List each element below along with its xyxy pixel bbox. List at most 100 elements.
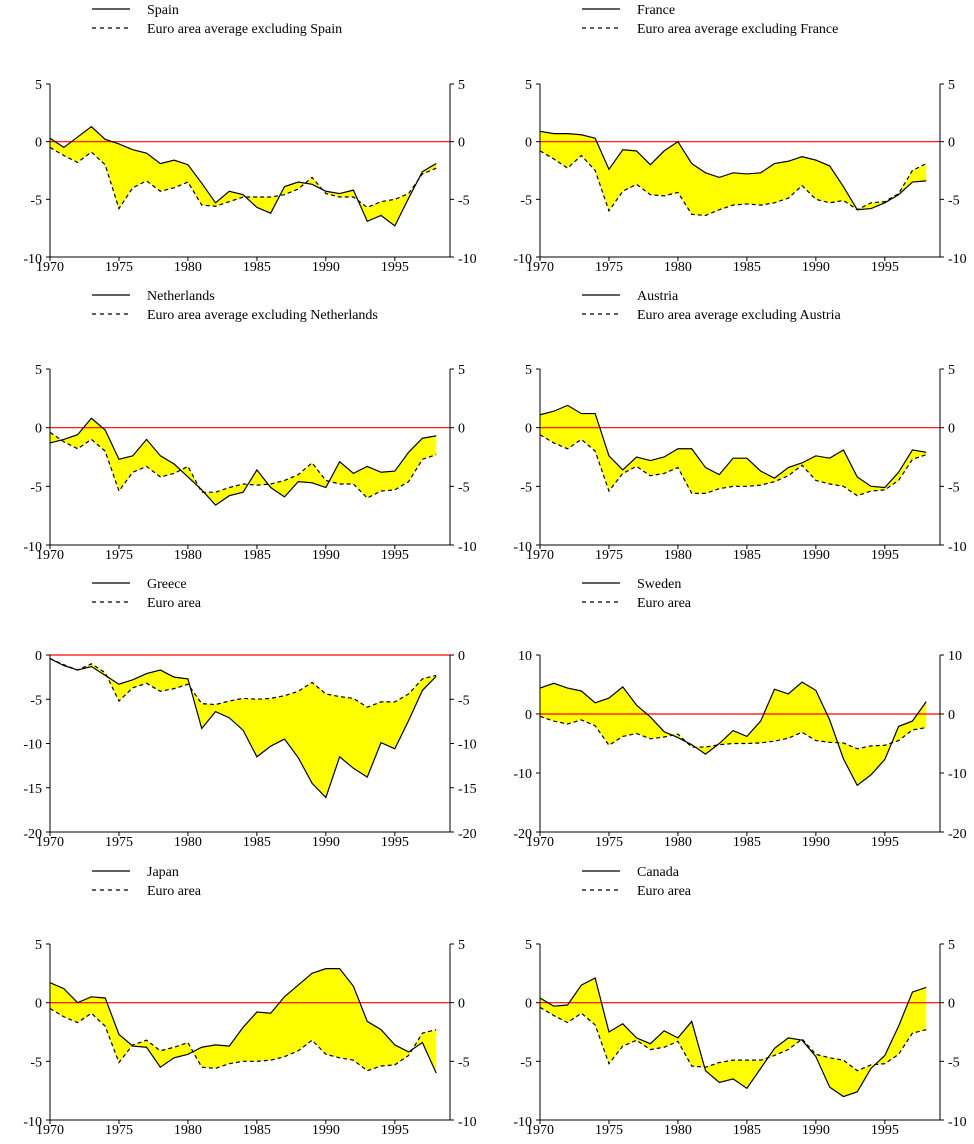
x-tick-label: 1975 [105, 548, 133, 563]
series-line-country [49, 125, 437, 227]
y-tick-label: 0 [948, 708, 955, 723]
legend-label: Netherlands [147, 289, 215, 304]
y-tick-label: 5 [35, 938, 42, 953]
x-tick-label: 1990 [802, 548, 830, 563]
y-tick-label: -10 [458, 540, 477, 555]
legend-label: Canada [637, 865, 680, 880]
legend-label: Euro area [147, 884, 202, 899]
y-tick-label: -15 [23, 782, 42, 797]
legend: Spain Euro area average excluding Spain [92, 3, 342, 37]
legend-label: Greece [147, 577, 187, 592]
chart-panel-6: Sweden Euro area -20 -20 -10 -10 0 0 10 10 1970 197… [513, 577, 966, 850]
y-tick-label: 10 [948, 649, 962, 664]
series-line-euro [49, 431, 437, 499]
y-tick-label: -10 [458, 1115, 477, 1130]
x-tick-label: 1970 [36, 1123, 64, 1138]
y-tick-label: 0 [525, 422, 532, 437]
y-tick-label: -10 [23, 1115, 42, 1130]
y-tick-label: 0 [458, 997, 465, 1012]
x-tick-label: 1985 [733, 548, 761, 563]
gap-fill-area [50, 126, 437, 226]
y-tick-label: -5 [30, 1055, 42, 1070]
y-tick-label: -5 [948, 1055, 960, 1070]
x-tick-label: 1970 [36, 260, 64, 275]
x-tick-label: 1990 [312, 548, 340, 563]
y-tick-label: 0 [948, 997, 955, 1012]
y-tick-label: 5 [948, 938, 955, 953]
chart-panel-8: Canada Euro area -10 -10 -5 -5 0 0 5 5 1970 1975 198… [513, 865, 966, 1138]
chart-panel-7: Japan Euro area -10 -10 -5 -5 0 0 5 5 1970 1975 1980… [23, 865, 476, 1138]
x-tick-label: 1995 [871, 260, 899, 275]
y-tick-label: 0 [35, 136, 42, 151]
y-tick-label: -10 [948, 767, 967, 782]
y-tick-label: -5 [458, 480, 470, 495]
series-line-euro [539, 715, 927, 750]
y-tick-label: 5 [35, 363, 42, 378]
x-tick-label: 1990 [312, 835, 340, 850]
x-tick-label: 1990 [802, 835, 830, 850]
y-tick-label: -10 [513, 252, 532, 267]
y-tick-label: -10 [948, 540, 967, 555]
legend-label: France [637, 3, 675, 18]
series-line-country [49, 968, 437, 1074]
y-tick-label: -20 [513, 827, 532, 842]
legend-label: Sweden [637, 577, 681, 592]
x-tick-label: 1995 [381, 260, 409, 275]
x-tick-label: 1985 [243, 548, 271, 563]
y-tick-label: 5 [525, 363, 532, 378]
legend-label: Euro area average excluding Spain [147, 22, 342, 37]
gap-fill-area [50, 658, 437, 798]
legend-label: Euro area average excluding Netherlands [147, 308, 378, 323]
y-tick-label: -5 [520, 193, 532, 208]
y-tick-label: 5 [525, 78, 532, 93]
x-tick-label: 1975 [595, 548, 623, 563]
y-tick-label: -10 [23, 738, 42, 753]
chart-panel-3: Netherlands Euro area average excluding N… [23, 289, 476, 563]
y-tick-label: 0 [525, 136, 532, 151]
x-tick-label: 1975 [595, 260, 623, 275]
y-tick-label: 5 [458, 938, 465, 953]
y-tick-label: 0 [525, 997, 532, 1012]
y-tick-label: -5 [520, 480, 532, 495]
y-tick-label: -5 [458, 1055, 470, 1070]
x-tick-label: 1990 [312, 1123, 340, 1138]
x-tick-label: 1970 [526, 1123, 554, 1138]
x-tick-label: 1980 [664, 548, 692, 563]
x-tick-label: 1985 [243, 1123, 271, 1138]
x-tick-label: 1995 [381, 548, 409, 563]
y-tick-label: 0 [35, 422, 42, 437]
y-tick-label: -10 [948, 1115, 967, 1130]
x-tick-label: 1980 [174, 1123, 202, 1138]
chart-panel-4: Austria Euro area average excluding Austr… [513, 289, 966, 563]
y-tick-label: -5 [30, 480, 42, 495]
y-tick-label: -10 [513, 540, 532, 555]
y-tick-label: 5 [458, 363, 465, 378]
x-tick-label: 1980 [174, 260, 202, 275]
y-tick-label: -20 [23, 827, 42, 842]
legend: Sweden Euro area [582, 577, 692, 611]
y-tick-label: -10 [458, 738, 477, 753]
y-tick-label: 0 [458, 422, 465, 437]
series-line-euro [49, 1008, 437, 1072]
chart-panel-2: France Euro area average excluding France… [513, 3, 966, 275]
x-tick-label: 1990 [312, 260, 340, 275]
legend: Greece Euro area [92, 577, 202, 611]
legend: Austria Euro area average excluding Austr… [582, 289, 841, 323]
x-tick-label: 1980 [664, 1123, 692, 1138]
y-tick-label: 0 [35, 649, 42, 664]
series-line-euro [539, 150, 927, 217]
x-tick-label: 1990 [802, 260, 830, 275]
y-tick-label: -10 [23, 540, 42, 555]
y-tick-label: 5 [458, 78, 465, 93]
y-tick-label: -5 [458, 193, 470, 208]
y-tick-label: 5 [948, 363, 955, 378]
y-tick-label: -10 [513, 767, 532, 782]
x-tick-label: 1975 [595, 835, 623, 850]
legend: Japan Euro area [92, 865, 202, 899]
x-tick-label: 1995 [871, 548, 899, 563]
x-tick-label: 1975 [105, 1123, 133, 1138]
series-line-country [539, 681, 927, 787]
series-line-euro [539, 434, 927, 497]
